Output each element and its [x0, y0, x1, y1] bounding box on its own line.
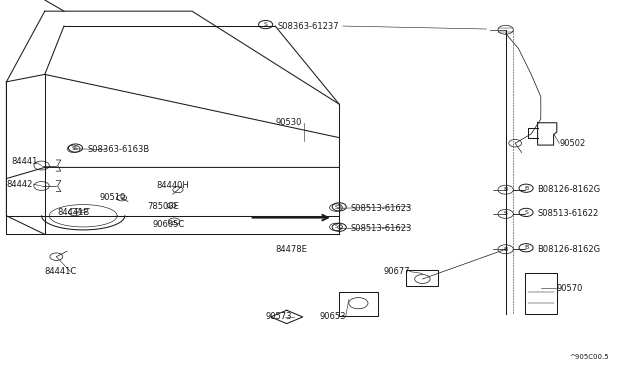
Text: 90510: 90510	[99, 193, 125, 202]
Text: B: B	[504, 187, 508, 192]
Text: 78500E: 78500E	[147, 202, 179, 211]
Text: S: S	[334, 205, 338, 210]
Text: ^905C00.5: ^905C00.5	[570, 354, 609, 360]
Text: S08513-61622: S08513-61622	[538, 209, 599, 218]
Text: 84441: 84441	[12, 157, 38, 166]
Text: 90653: 90653	[320, 312, 346, 321]
Text: S08513-61623: S08513-61623	[351, 224, 412, 233]
Text: B: B	[504, 247, 508, 252]
Text: 90502: 90502	[560, 139, 586, 148]
Text: S08513-61623: S08513-61623	[351, 204, 412, 213]
Text: 90573: 90573	[266, 312, 292, 321]
Text: S: S	[504, 211, 508, 217]
Text: 90570: 90570	[557, 284, 583, 293]
Text: S: S	[337, 225, 341, 230]
Text: 84478E: 84478E	[275, 245, 307, 254]
Text: S: S	[334, 224, 338, 230]
Text: 90605C: 90605C	[152, 220, 184, 229]
Text: B08126-8162G: B08126-8162G	[538, 245, 601, 254]
Text: S: S	[524, 210, 528, 215]
Text: 90530: 90530	[275, 118, 301, 127]
Text: S: S	[72, 146, 76, 151]
Text: S08363-6163B: S08363-6163B	[87, 145, 149, 154]
Text: 84441B: 84441B	[58, 208, 90, 217]
Text: 90677: 90677	[384, 267, 411, 276]
Text: S: S	[264, 22, 268, 27]
Text: 84442: 84442	[6, 180, 33, 189]
Text: B: B	[524, 245, 528, 250]
Text: 84441C: 84441C	[45, 267, 77, 276]
Text: S: S	[337, 204, 341, 209]
Text: S: S	[74, 145, 77, 151]
Text: B08126-8162G: B08126-8162G	[538, 185, 601, 194]
Text: B: B	[524, 186, 528, 191]
Text: S08363-61237: S08363-61237	[277, 22, 339, 31]
Text: 84440H: 84440H	[157, 182, 189, 190]
